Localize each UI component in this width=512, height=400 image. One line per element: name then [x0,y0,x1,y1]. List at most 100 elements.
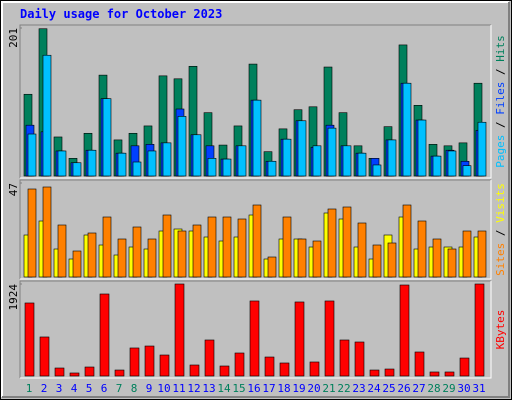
x-tick-label: 16 [247,382,260,395]
chart-title: Daily usage for October 2023 [20,7,222,21]
x-tick-label: 23 [352,382,365,395]
bar [237,218,247,278]
x-tick-label: 9 [146,382,153,395]
bar [129,347,140,377]
bar [27,133,37,177]
bar [402,82,412,177]
x-tick-label: 30 [457,382,470,395]
panel-frame-light [20,180,492,280]
bar [237,145,247,177]
bar [417,220,427,278]
x-tick-label: 28 [427,382,440,395]
bar [27,188,37,278]
bar [297,120,307,177]
legend: Sites / Visits [494,183,507,276]
x-tick-label: 8 [131,382,138,395]
bar [162,142,172,177]
bar [459,357,470,377]
y-tick-label: 201 [7,28,20,48]
x-tick-label: 13 [202,382,215,395]
bar [192,134,202,177]
bar [357,222,367,278]
bar [159,354,170,377]
x-tick-label: 7 [116,382,123,395]
bar [444,371,455,377]
bar [174,283,185,377]
bar [294,301,305,377]
bar [132,161,142,177]
bar [249,300,260,377]
bar [387,242,397,278]
bar [414,351,425,377]
legend-entry: Visits [494,183,507,223]
bar [252,204,262,278]
bar [477,230,487,278]
bar [252,99,262,177]
bar [342,145,352,177]
bar [102,216,112,278]
bar [429,371,440,377]
bar [384,368,395,377]
x-tick-label: 22 [337,382,350,395]
bar [264,356,275,377]
bar [42,54,52,177]
bar [327,127,337,177]
bar [132,226,142,278]
legend-entry: KBytes [494,310,507,350]
bar [207,158,217,177]
bar [144,345,155,377]
legend-entry: Hits [494,35,507,62]
bar [462,230,472,278]
bar [309,361,320,377]
bar [147,238,157,278]
panel-frame-dark [19,24,491,178]
bar [432,155,442,177]
bar [54,367,65,377]
x-tick-label: 18 [277,382,290,395]
x-tick-label: 25 [382,382,395,395]
bar [204,339,215,377]
bar [39,336,50,377]
x-tick-label: 20 [307,382,320,395]
bar [282,138,292,177]
bar [99,293,110,377]
bar [102,98,112,177]
x-tick-label: 14 [217,382,231,395]
bar [24,302,35,377]
bar [474,283,485,377]
bar [432,238,442,278]
y-tick-label: 47 [7,183,20,196]
x-tick-label: 2 [41,382,48,395]
bar [219,365,230,377]
bar [282,216,292,278]
x-tick-label: 27 [412,382,425,395]
bar [57,224,67,278]
bar [402,204,412,278]
bar [72,162,82,177]
bar [357,152,367,177]
x-tick-label: 5 [86,382,93,395]
bar [267,160,277,177]
bar [222,158,232,177]
x-tick-label: 6 [101,382,108,395]
legend-separator: / [494,223,507,243]
panel-frame-dark [19,280,491,378]
bar [117,238,127,278]
bar [147,150,157,177]
bar [69,372,80,377]
bar [372,244,382,278]
bar [87,149,97,177]
x-tick-label: 4 [71,382,78,395]
bar [342,206,352,278]
bar [327,208,337,278]
bar [87,232,97,278]
y-tick-label: 1924 [7,284,20,311]
legend-separator: / [494,115,507,135]
bar [162,214,172,278]
x-tick-label: 21 [322,382,335,395]
bar [177,230,187,278]
bar [207,216,217,278]
